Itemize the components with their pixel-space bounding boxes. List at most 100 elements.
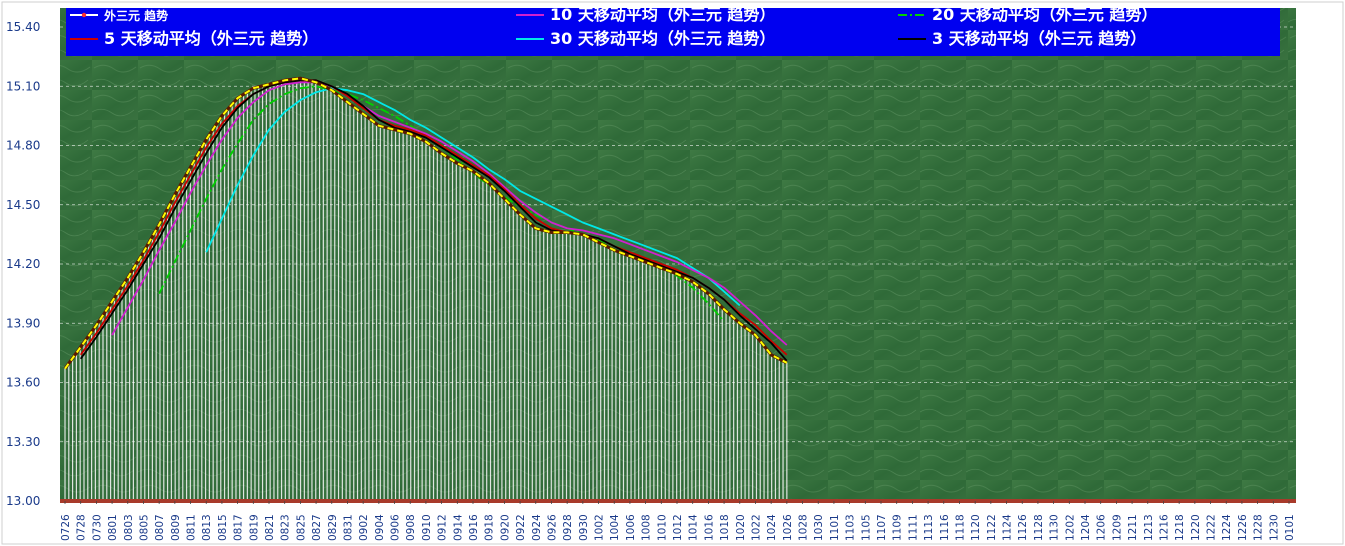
y-tick-label: 13.30 [6, 435, 40, 449]
series-line [205, 87, 741, 307]
x-tick-label: 1128 [1033, 514, 1045, 541]
x-tick-label: 0906 [390, 514, 402, 541]
y-axis: 13.00 13.30 13.60 13.90 14.20 14.50 14.80 15.10… [6, 20, 40, 508]
series-line [79, 79, 788, 362]
x-tick-label: 0918 [484, 514, 496, 541]
x-tick-label: 1109 [892, 514, 904, 541]
series-line [111, 81, 788, 346]
series-line [79, 79, 788, 356]
x-tick-label: 0910 [421, 514, 433, 541]
x-tick-label: 0904 [374, 514, 386, 541]
x-tick-label: 1020 [735, 514, 747, 541]
x-tick-label: 0908 [405, 514, 417, 541]
y-tick-label: 14.80 [6, 139, 40, 153]
x-tick-label: 0827 [311, 514, 323, 541]
x-tick-label: 0914 [452, 514, 464, 541]
x-tick-label: 1016 [703, 514, 715, 541]
x-tick-label: 0730 [91, 514, 103, 541]
x-tick-label: 1226 [1237, 514, 1249, 541]
x-tick-label: 1006 [625, 514, 637, 541]
x-tick-label: 0930 [578, 514, 590, 541]
x-tick-label: 0803 [123, 514, 135, 541]
x-tick-label: 0924 [531, 514, 543, 541]
x-tick-label: 1206 [1096, 514, 1108, 541]
legend-marker [81, 12, 87, 18]
x-tick-label: 1120 [970, 514, 982, 541]
y-tick-label: 13.60 [6, 376, 40, 390]
x-tick-label: 0926 [546, 514, 558, 541]
x-tick-label: 0902 [358, 514, 370, 541]
series-line [64, 77, 788, 370]
x-tick-label: 1014 [688, 514, 700, 541]
x-tick-label: 1028 [798, 514, 810, 541]
legend-label: 30 天移动平均（外三元 趋势） [550, 29, 775, 48]
legend: 外三元 趋势 5 天移动平均（外三元 趋势） 10 天移动平均（外三元 趋势） 30 … [66, 5, 1280, 56]
x-tick-label: 0928 [562, 514, 574, 541]
y-tick-label: 13.00 [6, 494, 40, 508]
x-tick-label: 0912 [437, 514, 449, 541]
x-tick-label: 0807 [154, 514, 166, 541]
x-tick-label: 0817 [233, 514, 245, 541]
x-tick-label: 0726 [60, 514, 72, 541]
legend-label: 外三元 趋势 [104, 8, 168, 23]
x-axis: 0726 0728 0730 0801 0803 0805 0807 0809 0811 0813… [60, 501, 1296, 541]
x-tick-label: 1111 [907, 514, 919, 541]
x-tick-label: 1022 [750, 514, 762, 541]
x-tick-label: 0823 [280, 514, 292, 541]
x-tick-label: 1103 [845, 514, 857, 541]
x-tick-label: 1008 [641, 514, 653, 541]
x-tick-label: 1010 [656, 514, 668, 541]
x-tick-label: 1222 [1206, 514, 1218, 541]
y-tick-label: 14.20 [6, 257, 40, 271]
x-tick-label: 0916 [468, 514, 480, 541]
x-tick-label: 0922 [515, 514, 527, 541]
x-tick-label: 0809 [170, 514, 182, 541]
x-tick-label: 1101 [829, 514, 841, 541]
x-tick-label: 1230 [1268, 514, 1280, 541]
x-tick-label: 1018 [719, 514, 731, 541]
x-tick-label: 1024 [766, 514, 778, 541]
legend-label: 10 天移动平均（外三元 趋势） [550, 5, 775, 24]
trend-bars [64, 78, 788, 499]
x-tick-label: 0920 [499, 514, 511, 541]
x-tick-label: 1213 [1143, 514, 1155, 541]
x-tick-label: 1122 [986, 514, 998, 541]
x-tick-label: 1124 [1002, 514, 1014, 541]
legend-label: 5 天移动平均（外三元 趋势） [104, 29, 318, 48]
x-tick-label: 1026 [782, 514, 794, 541]
x-tick-label: 0829 [327, 514, 339, 541]
legend-label: 3 天移动平均（外三元 趋势） [932, 29, 1146, 48]
x-tick-label: 0811 [186, 514, 198, 541]
x-tick-label: 0819 [248, 514, 260, 541]
series-lines [63, 76, 788, 370]
x-tick-label: 1216 [1158, 514, 1170, 541]
x-tick-label: 0805 [138, 514, 150, 541]
x-tick-label: 1220 [1190, 514, 1202, 541]
x-tick-label: 1012 [672, 514, 684, 541]
y-tick-label: 15.10 [6, 79, 40, 93]
x-tick-label: 0821 [264, 514, 276, 541]
x-tick-label: 1118 [954, 514, 966, 541]
x-tick-label: 1107 [876, 514, 888, 541]
x-tick-label: 1224 [1221, 514, 1233, 541]
plot-background [60, 8, 1296, 502]
x-tick-label: 0728 [76, 514, 88, 541]
x-tick-label: 1126 [1017, 514, 1029, 541]
x-tick-label: 1202 [1064, 514, 1076, 541]
y-tick-label: 14.50 [6, 198, 40, 212]
x-tick-label: 1204 [1080, 514, 1092, 541]
x-tick-label: 0815 [217, 514, 229, 541]
x-tick-label: 1228 [1253, 514, 1265, 541]
y-tick-label: 13.90 [6, 316, 40, 330]
x-tick-label: 1116 [939, 514, 951, 541]
x-tick-label: 1002 [594, 514, 606, 541]
x-tick-label: 1030 [813, 514, 825, 541]
x-tick-label: 0813 [201, 514, 213, 541]
x-tick-label: 1218 [1174, 514, 1186, 541]
legend-label: 20 天移动平均（外三元 趋势） [932, 5, 1157, 24]
x-tick-label: 1113 [923, 514, 935, 541]
x-tick-label: 1004 [609, 514, 621, 541]
x-tick-label: 0825 [295, 514, 307, 541]
legend-background [66, 8, 1280, 56]
